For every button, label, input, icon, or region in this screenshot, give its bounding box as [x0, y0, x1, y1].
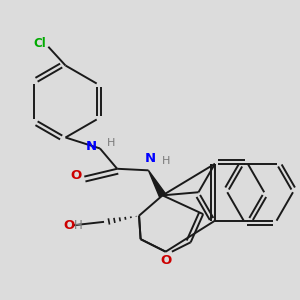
Text: O: O [160, 254, 172, 267]
Polygon shape [148, 170, 166, 197]
Text: N: N [86, 140, 97, 153]
Text: O: O [63, 219, 74, 232]
Text: H: H [161, 156, 170, 166]
Text: Cl: Cl [33, 37, 46, 50]
Text: O: O [71, 169, 82, 182]
Text: H: H [74, 219, 82, 232]
Text: H: H [107, 138, 115, 148]
Text: N: N [144, 152, 156, 165]
